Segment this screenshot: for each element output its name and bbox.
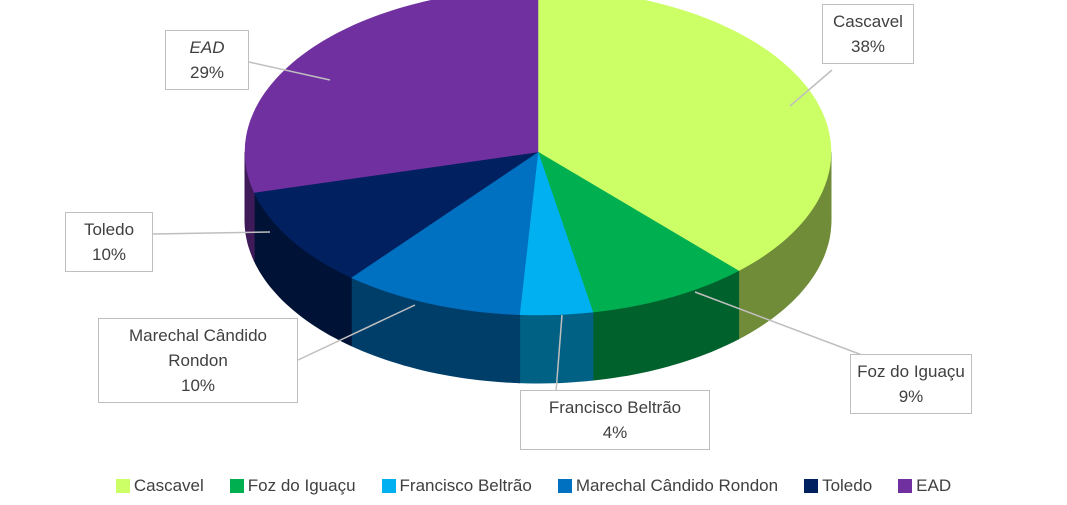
legend-label: Francisco Beltrão <box>399 476 532 495</box>
legend-swatch <box>381 479 396 493</box>
label-value: 10% <box>91 245 127 264</box>
data-label: Marechal Cândido Rondon 10% <box>98 318 298 403</box>
label-category: Marechal Cândido Rondon <box>129 326 267 370</box>
label-value: 9% <box>898 387 924 406</box>
leader-line <box>555 314 563 393</box>
data-label: Francisco Beltrão 4% <box>520 390 710 450</box>
leader-line <box>248 61 331 81</box>
label-category: Toledo <box>83 220 135 239</box>
slice <box>537 0 832 272</box>
legend-item: Francisco Beltrão <box>381 476 532 496</box>
slice <box>350 151 539 315</box>
label-category: EAD <box>189 38 225 57</box>
legend-label: EAD <box>916 476 952 495</box>
slice <box>537 151 740 313</box>
slice <box>519 151 594 316</box>
label-category: Cascavel <box>833 12 903 31</box>
legend-item: Cascavel <box>115 476 204 496</box>
legend-label: Marechal Cândido Rondon <box>575 476 779 495</box>
data-label: EAD 29% <box>165 30 249 90</box>
legend-label: Toledo <box>822 476 873 495</box>
legend-swatch <box>115 479 130 493</box>
leader-line <box>297 304 416 361</box>
legend-swatch <box>229 479 244 493</box>
slice <box>244 0 539 193</box>
legend-item: EAD <box>898 476 951 496</box>
data-label: Cascavel 38% <box>822 4 914 64</box>
label-value: 10% <box>180 376 216 395</box>
slice <box>253 151 539 278</box>
leader-line <box>694 291 871 359</box>
data-label: Toledo 10% <box>65 212 153 272</box>
label-value: 4% <box>602 423 628 442</box>
label-category: Francisco Beltrão <box>548 398 682 417</box>
label-category: Foz do Iguaçu <box>857 362 965 381</box>
legend-swatch <box>804 479 819 493</box>
slice-side <box>519 311 594 384</box>
legend-item: Toledo <box>804 476 872 496</box>
leader-line <box>789 69 833 107</box>
legend-item: Foz do Iguaçu <box>229 476 356 496</box>
legend-item: Marechal Cândido Rondon <box>557 476 779 496</box>
legend-swatch <box>557 479 572 493</box>
leader-line <box>152 231 271 235</box>
data-label: Foz do Iguaçu 9% <box>850 354 972 414</box>
label-value: 29% <box>189 63 225 82</box>
label-value: 38% <box>850 37 886 56</box>
legend-label: Cascavel <box>133 476 204 495</box>
legend-label: Foz do Iguaçu <box>247 476 356 495</box>
legend-swatch <box>898 479 913 493</box>
legend: Cascavel Foz do Iguaçu Francisco Beltrão Ma… <box>0 476 1067 496</box>
